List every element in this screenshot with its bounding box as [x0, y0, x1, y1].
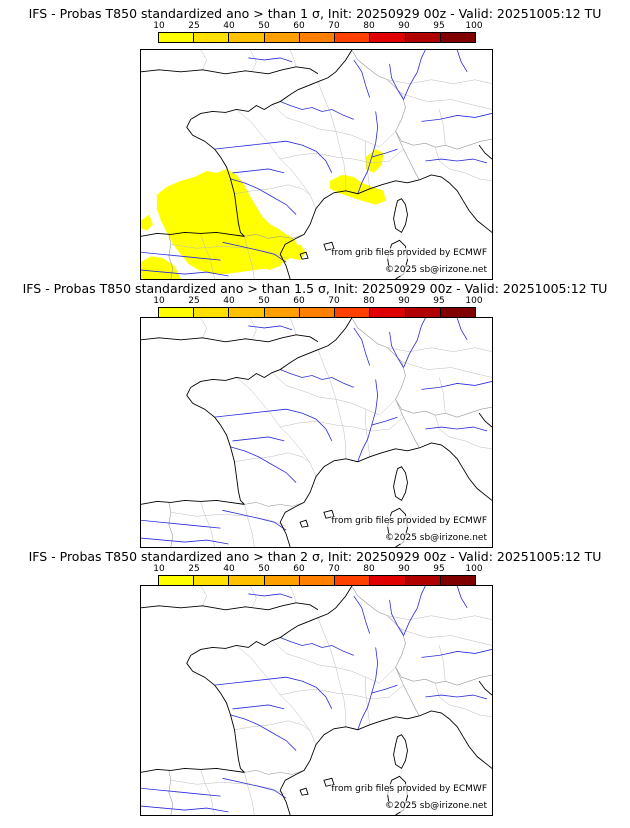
legend-tick: 100: [465, 296, 483, 306]
legend-color-cell: [370, 576, 406, 585]
legend-tick: 40: [223, 21, 235, 31]
map-frame: from grib files provided by ECMWF ©2025 …: [140, 49, 493, 280]
map-frame: from grib files provided by ECMWF ©2025 …: [140, 317, 493, 548]
source-credit: from grib files provided by ECMWF: [331, 784, 487, 795]
legend-color-cell: [159, 308, 195, 317]
legend-color-cell: [159, 33, 195, 42]
legend-tick: 25: [188, 296, 200, 306]
legend-color-cell: [264, 576, 300, 585]
source-credit: from grib files provided by ECMWF: [331, 248, 487, 259]
coastline-layer: [141, 586, 492, 815]
copyright-credit: ©2025 sb@irizone.net: [385, 801, 487, 812]
legend-color-cell: [405, 576, 441, 585]
legend-tick: 70: [328, 296, 340, 306]
legend-tick: 40: [223, 296, 235, 306]
legend-color-cell: [335, 576, 371, 585]
copyright-credit: ©2025 sb@irizone.net: [385, 533, 487, 544]
legend-color-cell: [194, 576, 230, 585]
panel-title: IFS - Probas T850 standardized ano > tha…: [28, 6, 602, 21]
borders-layer: [169, 318, 492, 547]
legend-color-cell: [370, 33, 406, 42]
legend-color-cell: [229, 308, 265, 317]
legend-color-cell: [405, 33, 441, 42]
legend-tick: 100: [465, 21, 483, 31]
legend-tick-labels: 10 25 40 50 60 70 80 90 95 100: [153, 564, 482, 575]
legend-tick: 95: [433, 564, 445, 574]
legend-tick: 50: [258, 296, 270, 306]
map-panel-1sigma: IFS - Probas T850 standardized ano > tha…: [0, 6, 630, 280]
legend-color-cell: [264, 33, 300, 42]
legend-tick: 60: [293, 564, 305, 574]
borders-layer: [169, 586, 492, 815]
rivers-layer: [141, 586, 492, 812]
map-frame: from grib files provided by ECMWF ©2025 …: [140, 585, 493, 816]
legend-color-cell: [229, 576, 265, 585]
panel-title: IFS - Probas T850 standardized ano > tha…: [22, 281, 608, 296]
legend-tick: 25: [188, 21, 200, 31]
rivers-layer: [141, 318, 492, 544]
europe-map: [141, 586, 492, 815]
legend-tick: 80: [363, 296, 375, 306]
legend-tick: 10: [153, 564, 165, 574]
legend-color-cell: [335, 33, 371, 42]
legend-color-cell: [159, 576, 195, 585]
legend-tick: 80: [363, 21, 375, 31]
exceedance-area: [141, 149, 386, 279]
legend-color-cell: [440, 576, 475, 585]
probability-legend: 10 25 40 50 60 70 80 90 95 100: [153, 21, 483, 45]
legend-tick: 90: [398, 564, 410, 574]
legend-tick: 90: [398, 21, 410, 31]
legend-tick: 40: [223, 564, 235, 574]
legend-color-cell: [440, 33, 475, 42]
legend-color-cell: [299, 33, 336, 42]
legend-tick: 100: [465, 564, 483, 574]
legend-tick: 95: [433, 296, 445, 306]
legend-color-cell: [264, 308, 300, 317]
legend-color-cell: [440, 308, 475, 317]
legend-tick: 50: [258, 21, 270, 31]
source-credit: from grib files provided by ECMWF: [331, 516, 487, 527]
legend-tick: 60: [293, 21, 305, 31]
legend-color-cell: [405, 308, 441, 317]
legend-tick: 10: [153, 296, 165, 306]
legend-tick: 95: [433, 21, 445, 31]
legend-color-cell: [194, 308, 230, 317]
copyright-credit: ©2025 sb@irizone.net: [385, 265, 487, 276]
europe-map: [141, 50, 492, 279]
legend-tick: 70: [328, 21, 340, 31]
map-panel-2sigma: IFS - Probas T850 standardized ano > tha…: [0, 549, 630, 821]
legend-color-bar: [158, 32, 476, 43]
legend-tick-labels: 10 25 40 50 60 70 80 90 95 100: [153, 296, 482, 307]
legend-tick: 60: [293, 296, 305, 306]
legend-color-cell: [299, 308, 336, 317]
legend-tick: 50: [258, 564, 270, 574]
legend-color-cell: [335, 308, 371, 317]
legend-tick: 90: [398, 296, 410, 306]
map-panel-1-5sigma: IFS - Probas T850 standardized ano > tha…: [0, 281, 630, 553]
europe-map: [141, 318, 492, 547]
legend-tick: 10: [153, 21, 165, 31]
panel-title: IFS - Probas T850 standardized ano > tha…: [28, 549, 602, 564]
legend-color-cell: [194, 33, 230, 42]
legend-color-cell: [370, 308, 406, 317]
coastline-layer: [141, 318, 492, 547]
legend-color-cell: [229, 33, 265, 42]
legend-tick-labels: 10 25 40 50 60 70 80 90 95 100: [153, 21, 482, 32]
legend-color-cell: [299, 576, 336, 585]
legend-tick: 70: [328, 564, 340, 574]
legend-tick: 80: [363, 564, 375, 574]
legend-tick: 25: [188, 564, 200, 574]
